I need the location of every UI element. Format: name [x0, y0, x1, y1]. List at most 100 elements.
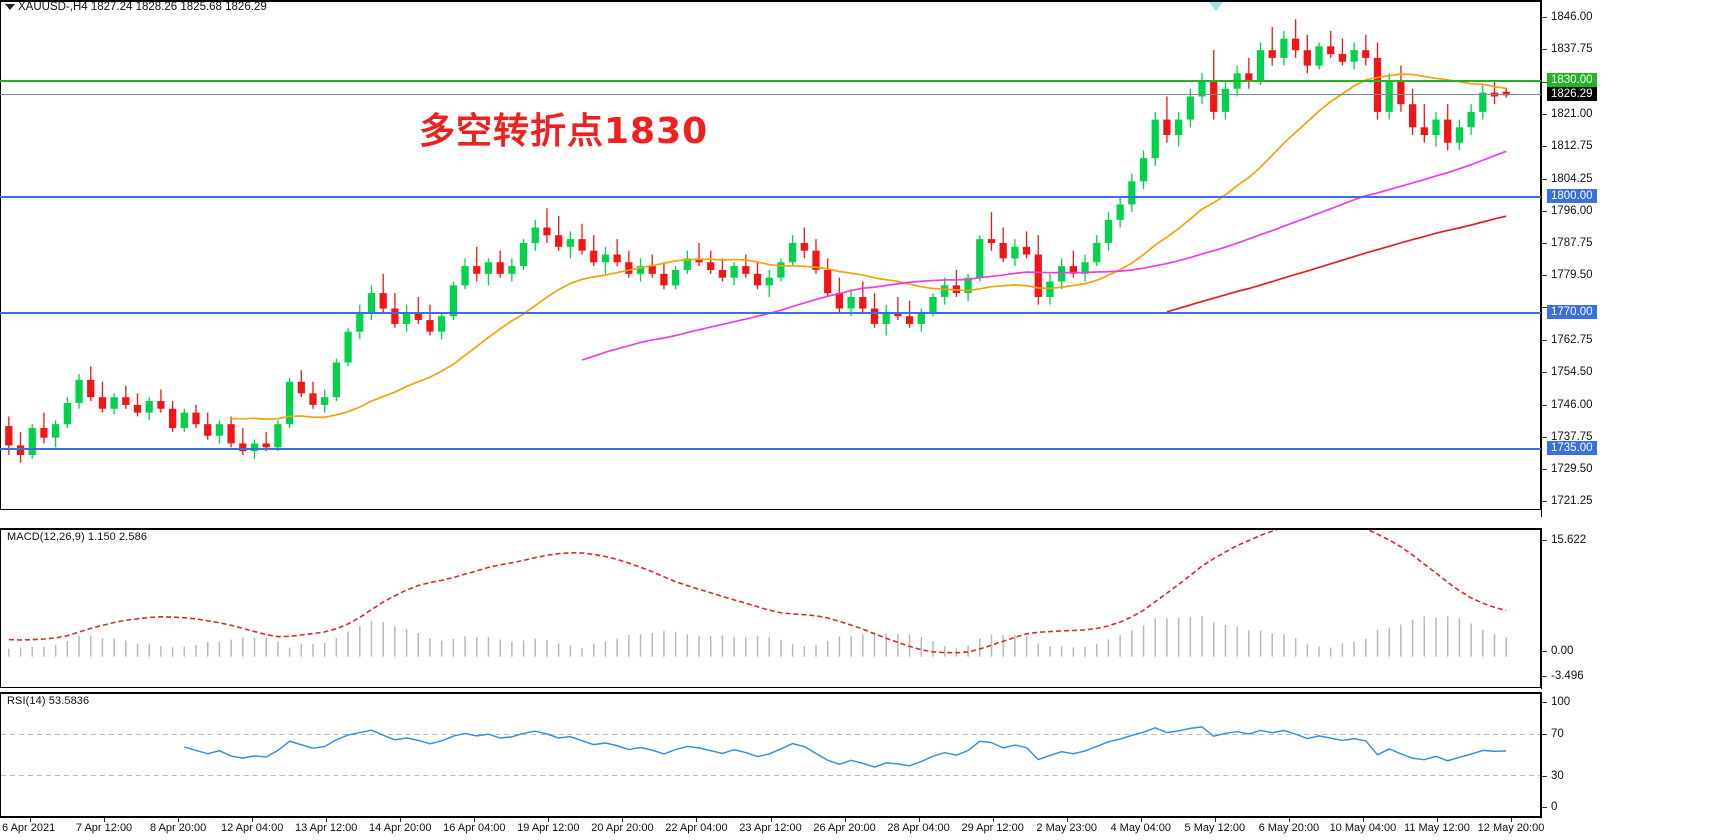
macd-signal-line	[8, 530, 1507, 654]
macd-tick	[1541, 651, 1547, 653]
resistance-1830-tag[interactable]: 1830.00	[1547, 72, 1597, 87]
time-tick	[326, 818, 328, 822]
price-axis[interactable]: 1830.00 1826.29 1800.00 1770.00 1735.00 1846.…	[1541, 0, 1730, 839]
macd-tick	[1541, 540, 1547, 541]
price-tick	[1541, 146, 1547, 148]
time-tick	[1066, 818, 1068, 822]
macd-tick-label: -3.496	[1551, 670, 1584, 682]
header-rule	[0, 0, 1541, 2]
rsi-label: RSI(14) 53.5836	[5, 695, 92, 707]
time-axis[interactable]: 6 Apr 2021 7 Apr 12:00 8 Apr 20:00 12 Apr 0…	[0, 817, 1544, 840]
price-tick	[1541, 340, 1547, 342]
rsi-tick	[1541, 733, 1547, 735]
time-tick	[1436, 818, 1438, 822]
time-tick-label: 6 Apr 2021	[2, 822, 56, 834]
price-tick-label: 1746.00	[1551, 399, 1593, 412]
rsi-tick	[1541, 807, 1547, 808]
price-tick	[1541, 17, 1547, 19]
time-tick	[1511, 818, 1512, 822]
rsi-tick	[1541, 702, 1547, 703]
rsi-tick-label: 70	[1551, 727, 1564, 740]
time-tick	[1288, 818, 1290, 822]
time-tick-label: 6 May 20:00	[1258, 822, 1320, 834]
time-tick	[918, 818, 920, 822]
rsi-tick-label: 0	[1551, 801, 1558, 813]
macd-label: MACD(12,26,9) 1.150 2.586	[5, 531, 150, 543]
axis-separator	[1541, 528, 1542, 689]
chart-annotation-text: 多空转折点1830	[419, 111, 709, 152]
ma-slow	[1166, 215, 1507, 313]
price-tick-label: 1804.25	[1551, 173, 1593, 186]
macd-tick-label: 0.00	[1551, 645, 1574, 658]
ma-fast	[231, 73, 1507, 421]
chevron-down-icon[interactable]	[5, 4, 15, 10]
last-price-line[interactable]	[0, 93, 1541, 95]
rsi-line	[184, 726, 1507, 768]
time-tick-label: 23 Apr 12:00	[739, 822, 802, 834]
level-1735-line[interactable]	[0, 447, 1541, 450]
time-tick-label: 13 Apr 12:00	[294, 822, 358, 834]
time-tick-label: 29 Apr 12:00	[961, 822, 1024, 834]
time-tick-label: 7 Apr 12:00	[75, 822, 133, 834]
price-tick-label: 1812.75	[1551, 140, 1593, 153]
price-tick-label: 1729.50	[1551, 463, 1593, 476]
time-tick	[1214, 818, 1216, 822]
time-tick	[548, 818, 550, 822]
price-tick-label: 1754.50	[1551, 366, 1593, 379]
time-tick-label: 5 May 12:00	[1184, 822, 1246, 834]
macd-plot	[1, 530, 1540, 687]
ma-mid	[581, 150, 1507, 361]
level-1800-tag[interactable]: 1800.00	[1547, 188, 1597, 203]
time-tick-label: 20 Apr 20:00	[591, 822, 654, 834]
macd-panel[interactable]: MACD(12,26,9) 1.150 2.586	[0, 528, 1541, 688]
level-1800-line[interactable]	[0, 195, 1541, 198]
time-tick	[992, 818, 994, 822]
time-tick-label: 28 Apr 04:00	[887, 822, 950, 834]
time-tick-label: 8 Apr 20:00	[149, 822, 207, 834]
macd-tick-label: 15.622	[1551, 534, 1587, 546]
crosshair-marker-icon	[1209, 2, 1223, 11]
price-tick-label: 1846.00	[1551, 11, 1593, 24]
price-tick	[1541, 437, 1547, 439]
time-tick	[770, 818, 772, 822]
price-tick	[1541, 243, 1547, 245]
rsi-tick-label: 100	[1551, 696, 1571, 708]
time-tick-label: 12 May 20:00	[1477, 822, 1545, 834]
level-1735-tag[interactable]: 1735.00	[1547, 440, 1597, 455]
rsi-tick-label: 30	[1551, 769, 1564, 782]
rsi-tick	[1541, 775, 1547, 777]
last-price-tag[interactable]: 1826.29	[1547, 86, 1597, 101]
price-tick	[1541, 372, 1547, 374]
price-tick	[1541, 469, 1547, 471]
price-plot[interactable]	[1, 2, 1540, 509]
level-1770-tag[interactable]: 1770.00	[1547, 305, 1597, 320]
time-tick	[622, 818, 624, 822]
time-tick-label: 22 Apr 04:00	[665, 822, 728, 834]
time-tick	[1362, 818, 1364, 822]
price-tick	[1541, 114, 1547, 116]
price-tick-label: 1821.00	[1551, 108, 1593, 121]
rsi-panel[interactable]: RSI(14) 53.5836	[0, 692, 1541, 817]
resistance-1830-line[interactable]	[0, 79, 1541, 82]
time-tick	[30, 818, 31, 822]
price-tick-label: 1762.75	[1551, 334, 1593, 347]
time-tick	[696, 818, 698, 822]
time-tick	[104, 818, 106, 822]
price-tick	[1541, 275, 1547, 277]
time-tick	[252, 818, 254, 822]
time-tick-label: 4 May 04:00	[1110, 822, 1172, 834]
price-chart-panel[interactable]: 多空转折点1830	[0, 0, 1541, 510]
time-tick	[474, 818, 476, 822]
level-1770-line[interactable]	[0, 312, 1541, 315]
price-tick	[1541, 82, 1547, 84]
price-tick	[1541, 211, 1547, 213]
rsi-plot	[1, 694, 1540, 816]
time-tick	[400, 818, 402, 822]
price-tick-label: 1837.75	[1551, 43, 1593, 56]
time-tick-label: 14 Apr 20:00	[369, 822, 432, 834]
time-tick-label: 16 Apr 04:00	[443, 822, 506, 834]
price-tick-label: 1779.50	[1551, 269, 1593, 282]
price-tick	[1541, 179, 1547, 181]
time-tick-label: 12 Apr 04:00	[220, 822, 284, 834]
